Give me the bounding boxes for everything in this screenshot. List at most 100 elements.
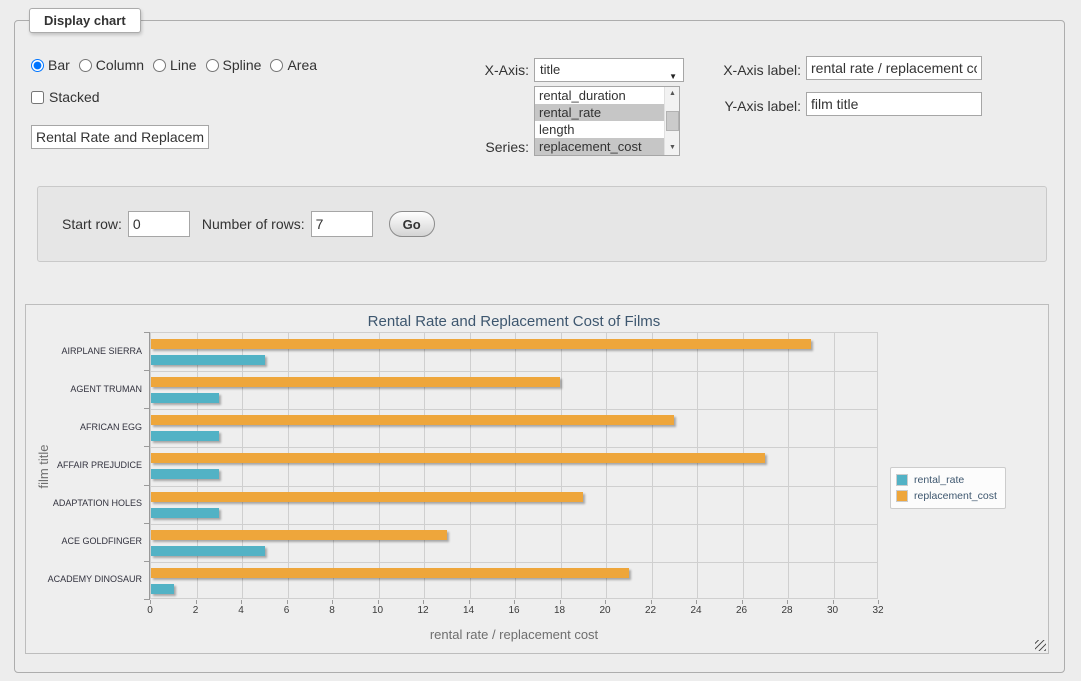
x-axis-tick	[287, 600, 288, 604]
radio-spline[interactable]	[206, 59, 219, 72]
gridline	[379, 333, 380, 598]
radio-area[interactable]	[270, 59, 283, 72]
series-scrollbar[interactable]: ▲ ▼	[664, 87, 679, 155]
x-axis-tick	[469, 600, 470, 604]
y-axis-label-input[interactable]	[806, 92, 982, 116]
gridline	[151, 486, 877, 487]
y-axis-tick	[144, 485, 149, 486]
number-of-rows-label: Number of rows:	[202, 216, 305, 232]
chart-type-option-line[interactable]: Line	[153, 57, 196, 73]
x-tick-label: 0	[147, 605, 153, 616]
bar-rental_rate-airplane-sierra	[151, 355, 265, 365]
legend-item-replacement_cost[interactable]: replacement_cost	[896, 488, 997, 504]
bar-rental_rate-academy-dinosaur	[151, 584, 174, 594]
legend-swatch-icon	[896, 490, 908, 502]
stacked-checkbox-row[interactable]: Stacked	[31, 87, 100, 107]
category-label: ACE GOLDFINGER	[32, 536, 142, 546]
series-option-replacement_cost[interactable]: replacement_cost	[535, 138, 664, 155]
radio-label: Area	[287, 57, 317, 73]
x-axis-tick	[378, 600, 379, 604]
x-axis-tick	[878, 600, 879, 604]
x-tick-label: 14	[463, 605, 474, 616]
radio-bar[interactable]	[31, 59, 44, 72]
x-axis-tick	[742, 600, 743, 604]
legend-item-rental_rate[interactable]: rental_rate	[896, 472, 997, 488]
x-axis-tick	[651, 600, 652, 604]
series-listbox[interactable]: rental_durationrental_ratelengthreplacem…	[534, 86, 680, 156]
stacked-label: Stacked	[49, 89, 100, 105]
x-axis-title: rental rate / replacement cost	[150, 627, 878, 642]
gridline	[288, 333, 289, 598]
x-axis-tick	[196, 600, 197, 604]
chart-type-option-column[interactable]: Column	[79, 57, 144, 73]
scrollbar-thumb[interactable]	[666, 111, 679, 131]
x-axis-tick	[150, 600, 151, 604]
gridline	[242, 333, 243, 598]
radio-column[interactable]	[79, 59, 92, 72]
bar-replacement_cost-academy-dinosaur	[151, 568, 629, 578]
series-option-rental_rate[interactable]: rental_rate	[535, 104, 664, 121]
bar-replacement_cost-ace-goldfinger	[151, 530, 447, 540]
legend-label: replacement_cost	[914, 490, 997, 502]
x-tick-label: 6	[284, 605, 290, 616]
chart-legend: rental_rate replacement_cost	[890, 467, 1006, 509]
x-axis-tick	[423, 600, 424, 604]
series-option-rental_duration[interactable]: rental_duration	[535, 87, 664, 104]
y-axis-tick	[144, 332, 149, 333]
x-tick-label: 28	[781, 605, 792, 616]
x-tick-label: 2	[193, 605, 199, 616]
x-tick-label: 4	[238, 605, 244, 616]
x-axis-tick	[696, 600, 697, 604]
series-option-length[interactable]: length	[535, 121, 664, 138]
gridline	[197, 333, 198, 598]
category-label: ACADEMY DINOSAUR	[32, 574, 142, 584]
bar-rental_rate-affair-prejudice	[151, 469, 219, 479]
display-chart-fieldset: Display chart BarColumnLineSplineArea St…	[14, 20, 1065, 673]
resize-handle-icon[interactable]	[1035, 640, 1046, 651]
row-range-panel: Start row: Number of rows: Go	[37, 186, 1047, 262]
x-axis-tick	[241, 600, 242, 604]
category-label: AIRPLANE SIERRA	[32, 346, 142, 356]
start-row-input[interactable]	[128, 211, 190, 237]
gridline	[151, 562, 877, 563]
chart-type-option-spline[interactable]: Spline	[206, 57, 262, 73]
category-label: AFFAIR PREJUDICE	[32, 460, 142, 470]
gridline	[151, 409, 877, 410]
x-tick-label: 18	[554, 605, 565, 616]
bar-replacement_cost-adaptation-holes	[151, 492, 583, 502]
x-tick-label: 32	[872, 605, 883, 616]
y-axis-tick	[144, 561, 149, 562]
category-label: AGENT TRUMAN	[32, 384, 142, 394]
plot-area	[150, 332, 878, 599]
radio-label: Bar	[48, 57, 70, 73]
bar-rental_rate-adaptation-holes	[151, 508, 219, 518]
x-tick-label: 30	[827, 605, 838, 616]
chart-type-option-area[interactable]: Area	[270, 57, 317, 73]
chart-title-input[interactable]	[31, 125, 209, 149]
go-button[interactable]: Go	[389, 211, 435, 237]
y-axis-tick	[144, 408, 149, 409]
stacked-checkbox[interactable]	[31, 91, 44, 104]
y-axis-tick	[144, 446, 149, 447]
scroll-down-icon[interactable]: ▼	[665, 141, 680, 155]
chevron-down-icon: ▼	[669, 66, 677, 88]
gridline	[151, 371, 877, 372]
bar-replacement_cost-african-egg	[151, 415, 674, 425]
start-row-label: Start row:	[62, 216, 122, 232]
gridline	[333, 333, 334, 598]
x-tick-label: 8	[329, 605, 335, 616]
gridline	[743, 333, 744, 598]
chart-type-option-bar[interactable]: Bar	[31, 57, 70, 73]
number-of-rows-input[interactable]	[311, 211, 373, 237]
y-axis-tick	[144, 523, 149, 524]
x-tick-label: 16	[508, 605, 519, 616]
x-axis-label-input[interactable]	[806, 56, 982, 80]
x-axis-tick	[514, 600, 515, 604]
gridline	[424, 333, 425, 598]
x-axis-tick	[560, 600, 561, 604]
x-tick-label: 24	[690, 605, 701, 616]
scroll-up-icon[interactable]: ▲	[665, 87, 680, 101]
gridline	[151, 447, 877, 448]
radio-line[interactable]	[153, 59, 166, 72]
x-axis-select[interactable]: title ▼	[534, 58, 684, 82]
